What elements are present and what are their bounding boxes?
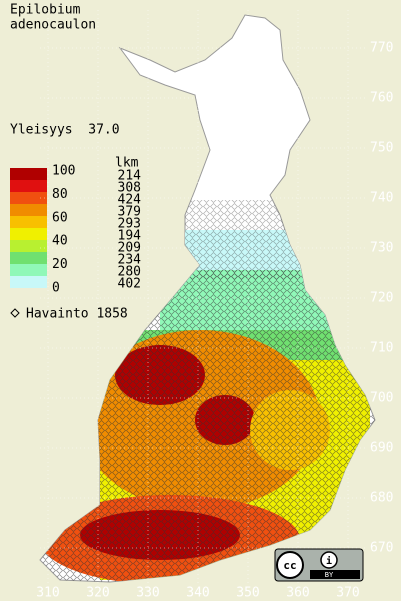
easting-label: 350 [236,586,259,601]
observation-symbol [10,308,20,318]
count-header: lkm [115,156,139,171]
count: 424 [118,193,142,208]
count: 379 [118,205,141,220]
scale-label: 80 [52,187,68,202]
northing-label: 760 [370,91,393,106]
title-line: Epilobium [10,3,81,18]
observations-label: Havainto 1858 [26,307,128,322]
northing-label: 680 [370,491,393,506]
northing-label: 740 [370,191,393,206]
legend-swatch [10,240,47,252]
scale-label: 40 [52,234,68,249]
easting-label: 360 [286,586,309,601]
scale-label: 100 [52,164,75,179]
title: Epilobium adenocaulon [10,3,96,33]
northing-label: 690 [370,441,393,456]
legend: 100 80 60 40 20 0 2143084243792931942092342804… [10,164,141,296]
scale-label: 60 [52,210,68,225]
scale-label: 0 [52,281,60,296]
easting-label: 330 [136,586,159,601]
count: 402 [118,277,141,292]
northing-label: 710 [370,341,393,356]
grid: 770 760 750 740 730 720 710 700 690 680 670 310 320 3… [36,10,393,601]
license-icon: i [326,555,332,567]
title-line: adenocaulon [10,18,96,33]
count: 234 [118,253,142,268]
easting-label: 320 [86,586,109,601]
legend-swatch [10,228,47,240]
license-by: BY [325,571,334,579]
easting-label: 370 [336,586,359,601]
northing-label: 730 [370,241,393,256]
license-cc: cc [283,559,296,572]
count: 194 [118,229,142,244]
legend-swatch [10,204,47,216]
legend-swatch [10,192,47,204]
legend-swatch [10,168,47,180]
license-badge[interactable]: cc i BY [274,548,364,582]
finland-map [39,14,376,583]
northing-label: 770 [370,41,393,56]
observations: Havainto 1858 [10,307,128,322]
northing-label: 700 [370,391,393,406]
legend-swatch [10,216,47,228]
legend-swatch [10,252,47,264]
northing-label: 750 [370,141,393,156]
count: 214 [118,169,142,184]
easting-label: 340 [186,586,209,601]
northing-label: 670 [370,541,393,556]
legend-swatch [10,264,47,276]
count: 209 [118,241,141,256]
count: 293 [118,217,141,232]
count: 308 [118,181,141,196]
legend-swatch [10,180,47,192]
scale-label: 20 [52,257,68,272]
count: 280 [118,265,141,280]
frequency: Yleisyys 37.0 [10,123,120,138]
legend-swatch [10,276,47,288]
northing-label: 720 [370,291,393,306]
easting-label: 310 [36,586,59,601]
